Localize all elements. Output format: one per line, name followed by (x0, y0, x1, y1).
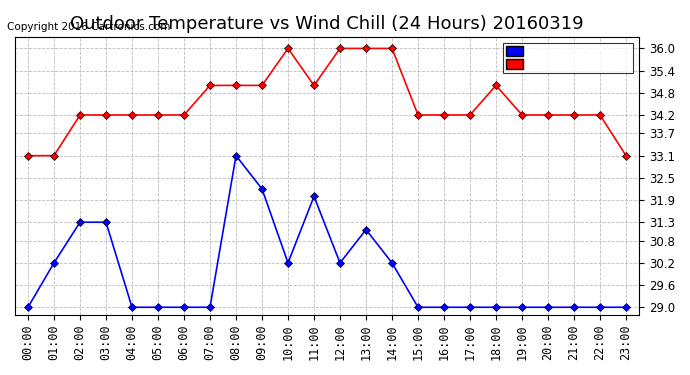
Text: Copyright 2016 Cartronics.com: Copyright 2016 Cartronics.com (7, 22, 170, 32)
Title: Outdoor Temperature vs Wind Chill (24 Hours) 20160319: Outdoor Temperature vs Wind Chill (24 Ho… (70, 15, 584, 33)
Legend: Wind Chill  (°F), Temperature  (°F): Wind Chill (°F), Temperature (°F) (503, 43, 633, 74)
